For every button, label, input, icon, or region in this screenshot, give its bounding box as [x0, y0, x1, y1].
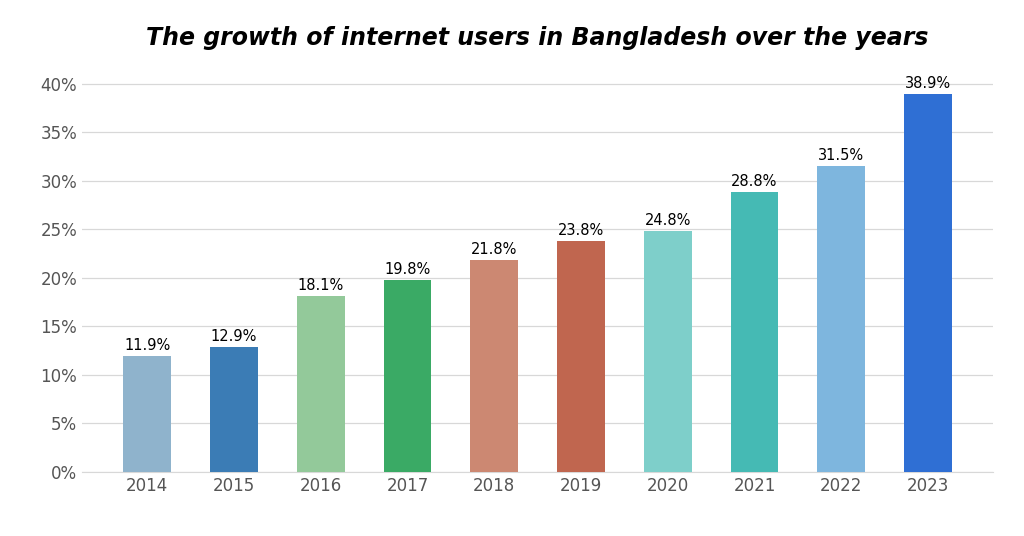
Bar: [297, 296, 344, 472]
Text: 38.9%: 38.9%: [905, 77, 951, 92]
Text: 28.8%: 28.8%: [731, 174, 777, 189]
Bar: [731, 192, 778, 472]
Text: 21.8%: 21.8%: [471, 242, 517, 257]
Bar: [210, 347, 258, 472]
Bar: [817, 166, 865, 472]
Text: 18.1%: 18.1%: [298, 278, 344, 293]
Text: 11.9%: 11.9%: [124, 338, 170, 353]
Text: 23.8%: 23.8%: [558, 223, 604, 238]
Bar: [384, 280, 431, 472]
Title: The growth of internet users in Bangladesh over the years: The growth of internet users in Banglade…: [146, 26, 929, 50]
Bar: [557, 241, 605, 472]
Bar: [904, 94, 952, 472]
Bar: [470, 260, 518, 472]
Text: 19.8%: 19.8%: [384, 262, 431, 277]
Text: 24.8%: 24.8%: [644, 213, 691, 228]
Text: 31.5%: 31.5%: [818, 148, 864, 163]
Text: 12.9%: 12.9%: [211, 329, 257, 344]
Bar: [644, 231, 691, 472]
Bar: [123, 356, 171, 472]
